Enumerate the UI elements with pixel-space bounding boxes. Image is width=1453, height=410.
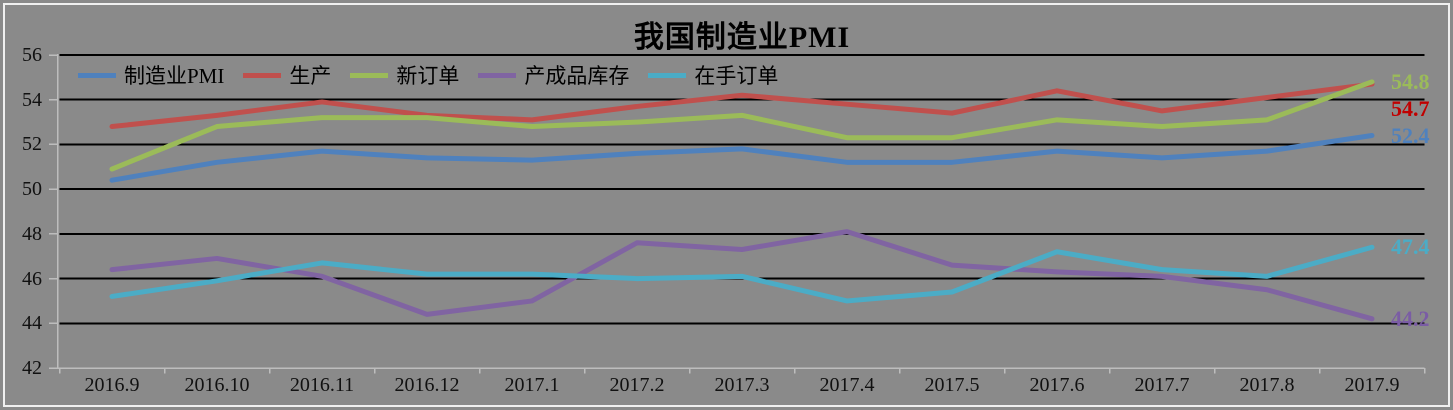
legend-item-backlog-orders: 在手订单 [648, 60, 778, 90]
legend-item-production: 生产 [243, 60, 331, 90]
series-line-backlog-orders [109, 244, 1375, 304]
x-axis-label: 2016.9 [84, 374, 140, 396]
x-axis-label: 2016.10 [184, 374, 250, 396]
x-axis-label: 2017.7 [1134, 374, 1190, 396]
series-line-production [109, 81, 1375, 130]
x-axis-label: 2017.3 [714, 374, 770, 396]
legend-label-pmi: 制造业PMI [124, 64, 225, 88]
x-axis-label: 2017.1 [504, 374, 560, 396]
x-axis-label: 2016.11 [289, 374, 355, 396]
x-axis-label: 2016.12 [394, 374, 460, 396]
x-axis-label: 2017.4 [819, 374, 875, 396]
end-value-label-new-orders: 54.8 [1391, 68, 1430, 94]
series-line-finished-goods-inventory [109, 229, 1375, 322]
legend-item-new-orders: 新订单 [350, 60, 459, 90]
chart-title: 我国制造业PMI [633, 21, 851, 54]
y-axis-label: 48 [22, 222, 42, 245]
series-line-new-orders [109, 79, 1375, 172]
end-value-label-pmi: 52.4 [1391, 122, 1430, 148]
legend-item-pmi: 制造业PMI [78, 60, 224, 90]
legend-swatch-pmi [78, 72, 116, 78]
x-axis-label: 2017.9 [1344, 374, 1400, 396]
legend-swatch-production [243, 72, 282, 78]
legend-label-backlog-orders: 在手订单 [694, 64, 779, 88]
x-axis-label: 2017.5 [924, 374, 980, 396]
legend-label-production: 生产 [289, 64, 332, 88]
end-value-label-finished-goods-inventory: 44.2 [1391, 305, 1430, 331]
end-value-label-backlog-orders: 47.4 [1391, 234, 1430, 260]
y-axis-label: 56 [22, 44, 42, 66]
legend-label-new-orders: 新订单 [396, 64, 460, 88]
y-axis-label: 54 [22, 88, 42, 111]
y-axis-label: 50 [22, 178, 42, 201]
y-axis-label: 46 [22, 267, 42, 290]
legend: 制造业PMI 生产 新订单 产成品库存 在手订单 [78, 60, 778, 90]
y-axis-label: 52 [22, 133, 42, 156]
legend-label-finished-goods-inventory: 产成品库存 [524, 64, 630, 88]
y-axis-label: 42 [22, 357, 42, 379]
x-axis-label: 2017.8 [1239, 374, 1295, 396]
x-axis-label: 2017.2 [609, 374, 665, 396]
legend-item-finished-goods-inventory: 产成品库存 [478, 60, 629, 90]
legend-swatch-new-orders [350, 72, 389, 78]
y-axis-label: 44 [22, 312, 42, 335]
legend-swatch-backlog-orders [648, 72, 687, 78]
series-line-pmi [109, 132, 1375, 183]
legend-swatch-finished-goods-inventory [478, 72, 517, 78]
end-value-label-production: 54.7 [1391, 95, 1430, 121]
x-axis-label: 2017.6 [1029, 374, 1085, 396]
